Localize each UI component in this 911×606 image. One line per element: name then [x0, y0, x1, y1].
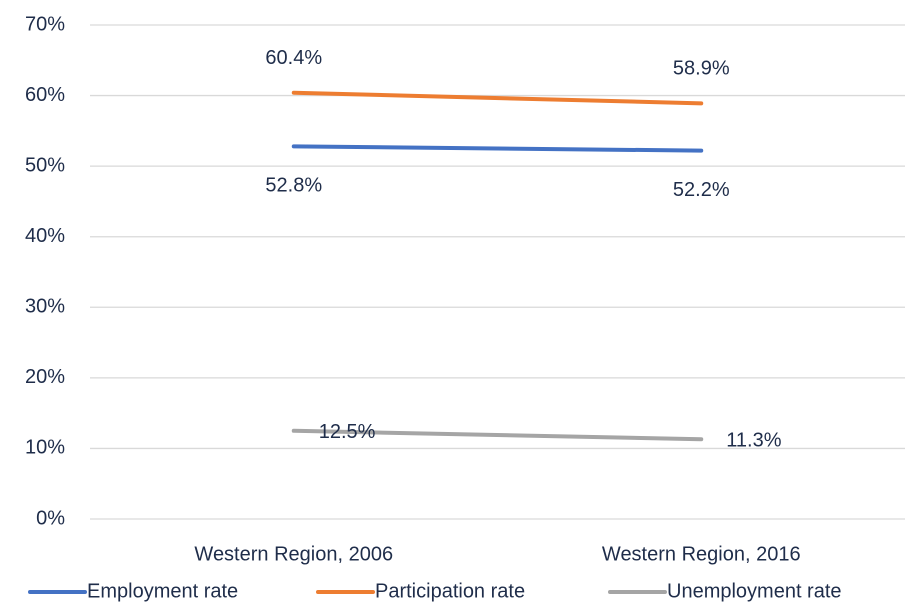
data-label: 11.3% [726, 430, 781, 452]
y-tick-label: 10% [25, 437, 65, 459]
legend-label: Employment rate [87, 580, 238, 602]
series-line [291, 428, 704, 442]
series-line [291, 144, 704, 153]
series-line [291, 90, 704, 106]
data-label: 60.4% [265, 47, 322, 69]
y-tick-label: 40% [25, 225, 65, 247]
y-tick-label: 70% [25, 13, 65, 35]
x-tick-label: Western Region, 2016 [602, 543, 801, 565]
x-tick-label: Western Region, 2006 [194, 543, 393, 565]
data-label: 52.8% [265, 175, 322, 197]
y-tick-label: 50% [25, 154, 65, 176]
data-label: 58.9% [673, 58, 730, 80]
y-tick-label: 0% [36, 507, 65, 529]
data-label: 52.2% [673, 179, 730, 201]
y-tick-label: 20% [25, 366, 65, 388]
legend-label: Unemployment rate [667, 580, 842, 602]
y-tick-label: 30% [25, 296, 65, 318]
legend-label: Participation rate [375, 580, 525, 602]
data-label: 12.5% [319, 421, 376, 443]
y-tick-label: 60% [25, 84, 65, 106]
